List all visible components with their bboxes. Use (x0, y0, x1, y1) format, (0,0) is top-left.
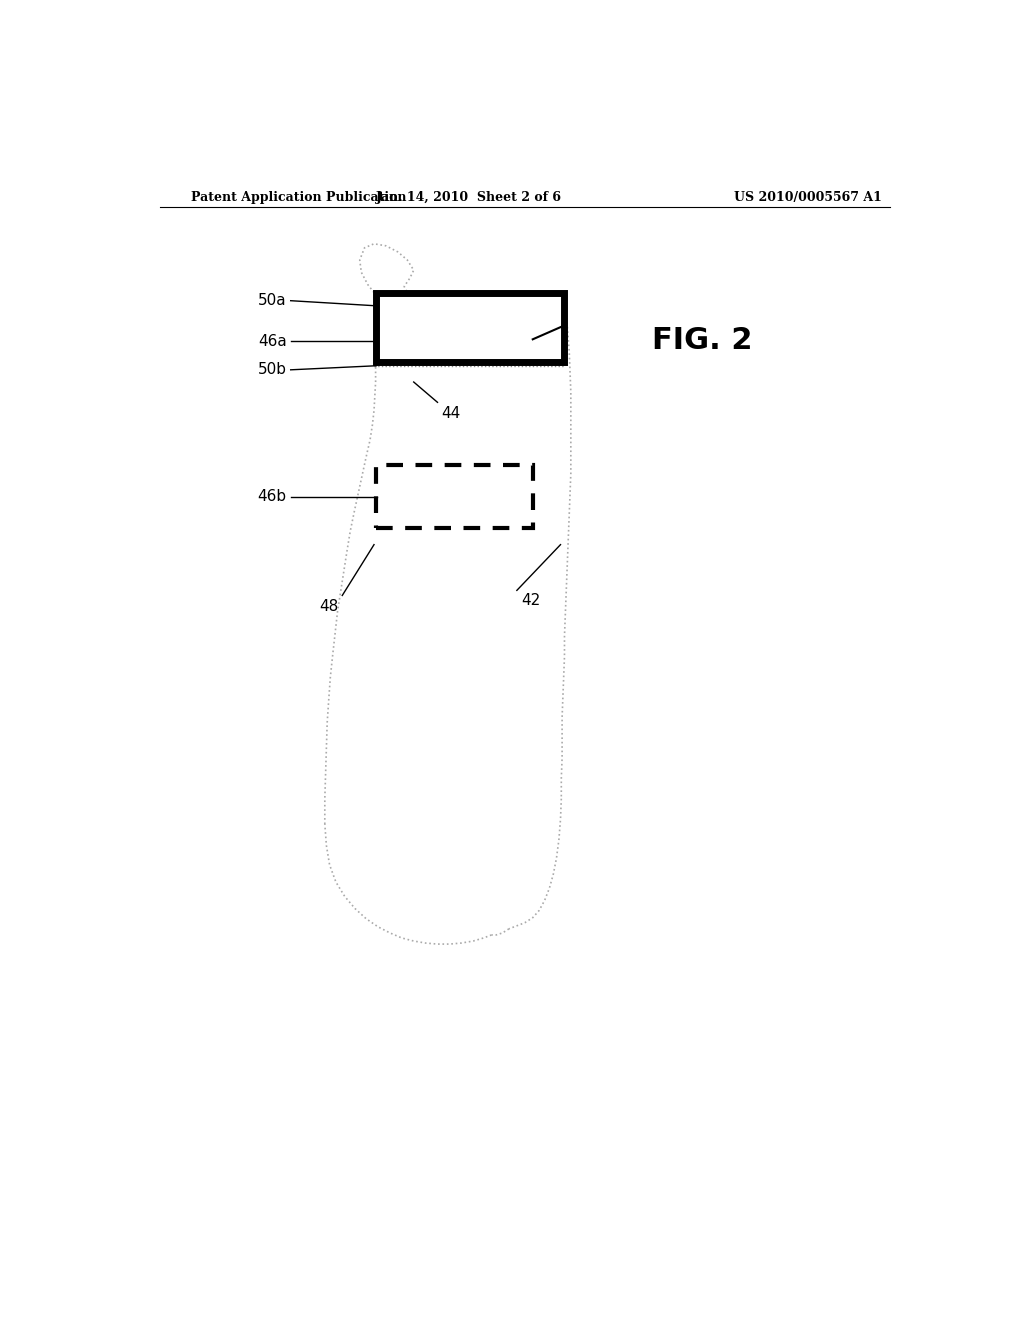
Text: Jan. 14, 2010  Sheet 2 of 6: Jan. 14, 2010 Sheet 2 of 6 (376, 191, 562, 203)
Text: 48: 48 (319, 598, 338, 614)
Text: Patent Application Publication: Patent Application Publication (191, 191, 407, 203)
Text: 46b: 46b (258, 490, 287, 504)
Bar (376, 293, 564, 362)
Text: 42: 42 (521, 594, 540, 609)
Text: 50b: 50b (258, 362, 287, 378)
Text: 50a: 50a (258, 293, 287, 308)
Text: 44: 44 (441, 407, 461, 421)
Text: 46a: 46a (258, 334, 287, 348)
Text: FIG. 2: FIG. 2 (652, 326, 753, 355)
Text: 40: 40 (490, 342, 528, 370)
Bar (376, 466, 532, 528)
Text: US 2010/0005567 A1: US 2010/0005567 A1 (734, 191, 882, 203)
